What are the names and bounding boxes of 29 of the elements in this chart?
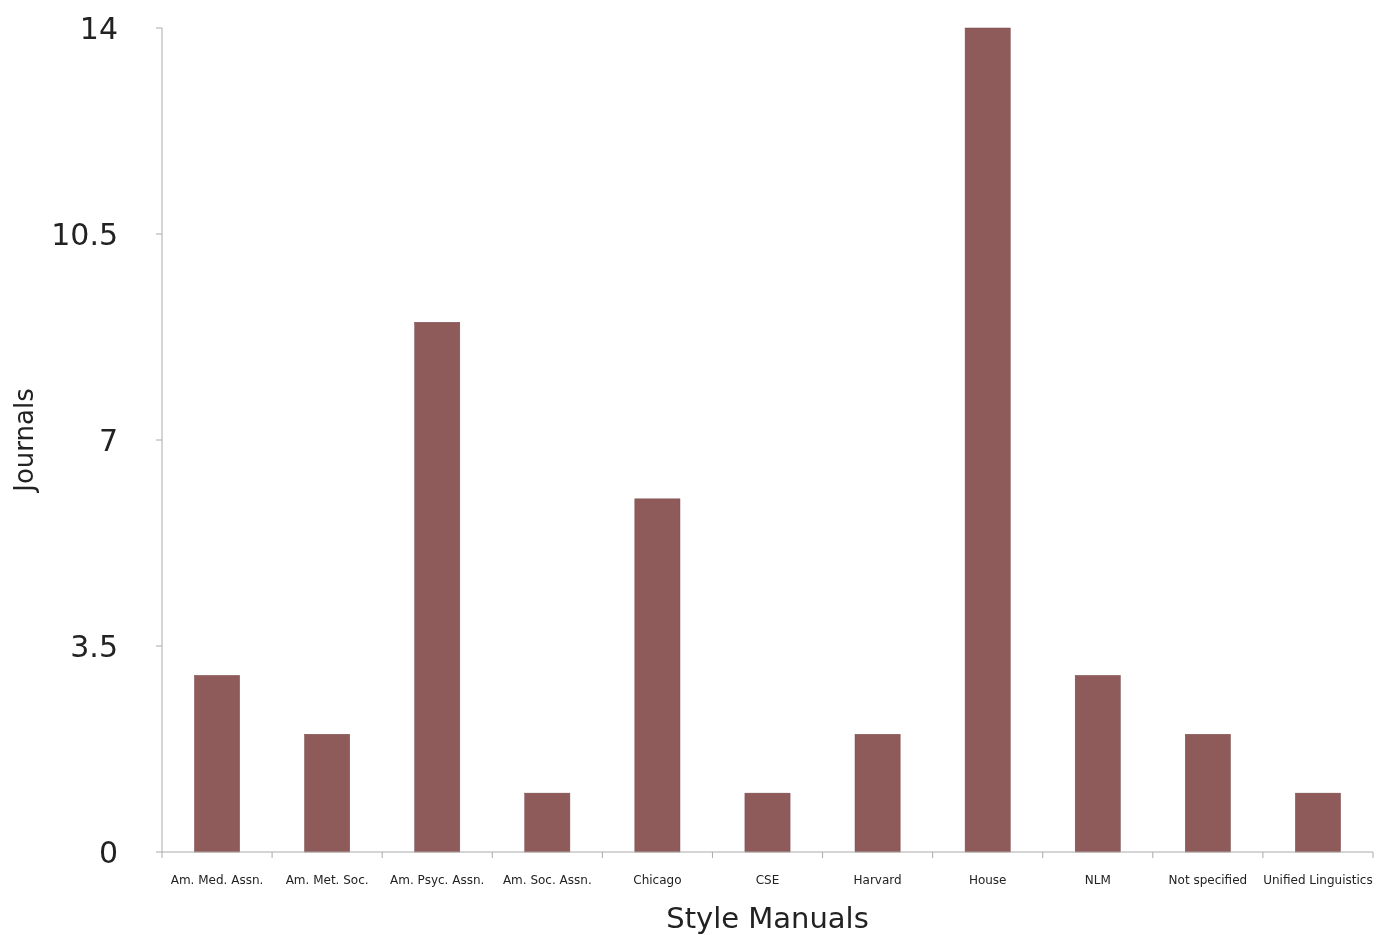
x-tick-label: Unified Linguistics bbox=[1263, 873, 1373, 887]
bar bbox=[1185, 734, 1231, 853]
x-tick-label: Chicago bbox=[633, 873, 682, 887]
y-tick-label: 10.5 bbox=[51, 216, 118, 252]
x-tick-label: Harvard bbox=[853, 873, 902, 887]
x-tick-label: House bbox=[968, 873, 1007, 887]
x-tick-label: Am. Met. Soc. bbox=[285, 873, 369, 887]
x-axis-title: Style Manuals bbox=[666, 901, 869, 935]
bar bbox=[634, 498, 681, 853]
bar bbox=[744, 792, 791, 853]
x-tick-label: Am. Med. Assn. bbox=[170, 873, 264, 887]
x-tick-label: Am. Psyc. Assn. bbox=[390, 873, 485, 887]
bar bbox=[194, 675, 240, 853]
y-tick-label: 3.5 bbox=[70, 628, 118, 664]
bar bbox=[854, 734, 901, 853]
bar bbox=[414, 322, 461, 853]
bar bbox=[1295, 792, 1341, 853]
x-tick-label: NLM bbox=[1084, 873, 1111, 887]
y-tick-label: 7 bbox=[98, 422, 118, 458]
x-tick-label: Not specified bbox=[1168, 873, 1248, 887]
y-tick-label: 14 bbox=[79, 10, 118, 46]
y-axis-title: Journals bbox=[9, 388, 39, 494]
bar bbox=[524, 792, 571, 853]
bar bbox=[964, 27, 1011, 853]
bar bbox=[304, 734, 350, 853]
y-tick-label: 0 bbox=[98, 834, 118, 870]
x-tick-label: Am. Soc. Assn. bbox=[502, 873, 592, 887]
x-tick-label: CSE bbox=[755, 873, 780, 887]
bar bbox=[1074, 675, 1121, 853]
